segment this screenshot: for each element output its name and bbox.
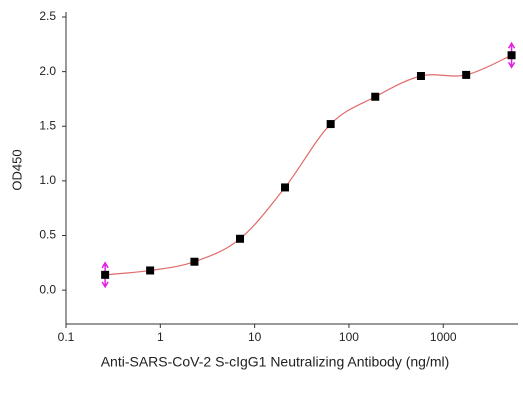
y-tick-label: 1.0	[39, 173, 56, 187]
x-tick-label: 1	[157, 330, 164, 344]
point	[281, 183, 290, 192]
point	[507, 51, 516, 60]
x-tick-label: 100	[339, 330, 359, 344]
point	[101, 270, 110, 279]
y-tick-label: 2.5	[39, 9, 56, 23]
fit-line	[105, 54, 512, 276]
x-axis-label: Anti-SARS-CoV-2 S-cIgG1 Neutralizing Ant…	[101, 354, 450, 370]
point	[371, 92, 380, 101]
point	[416, 71, 425, 80]
y-tick-label: 1.5	[39, 118, 56, 132]
point	[462, 70, 471, 79]
point	[190, 257, 199, 266]
x-tick-label: 0.1	[58, 330, 75, 344]
y-axis-label: OD450	[9, 149, 24, 190]
y-tick-label: 2.0	[39, 64, 56, 78]
x-tick-label: 1000	[430, 330, 457, 344]
x-tick-label: 10	[248, 330, 262, 344]
point	[326, 120, 335, 129]
y-tick-label: 0.0	[39, 282, 56, 296]
y-tick-label: 0.5	[39, 228, 56, 242]
point	[146, 266, 155, 275]
point	[236, 234, 245, 243]
